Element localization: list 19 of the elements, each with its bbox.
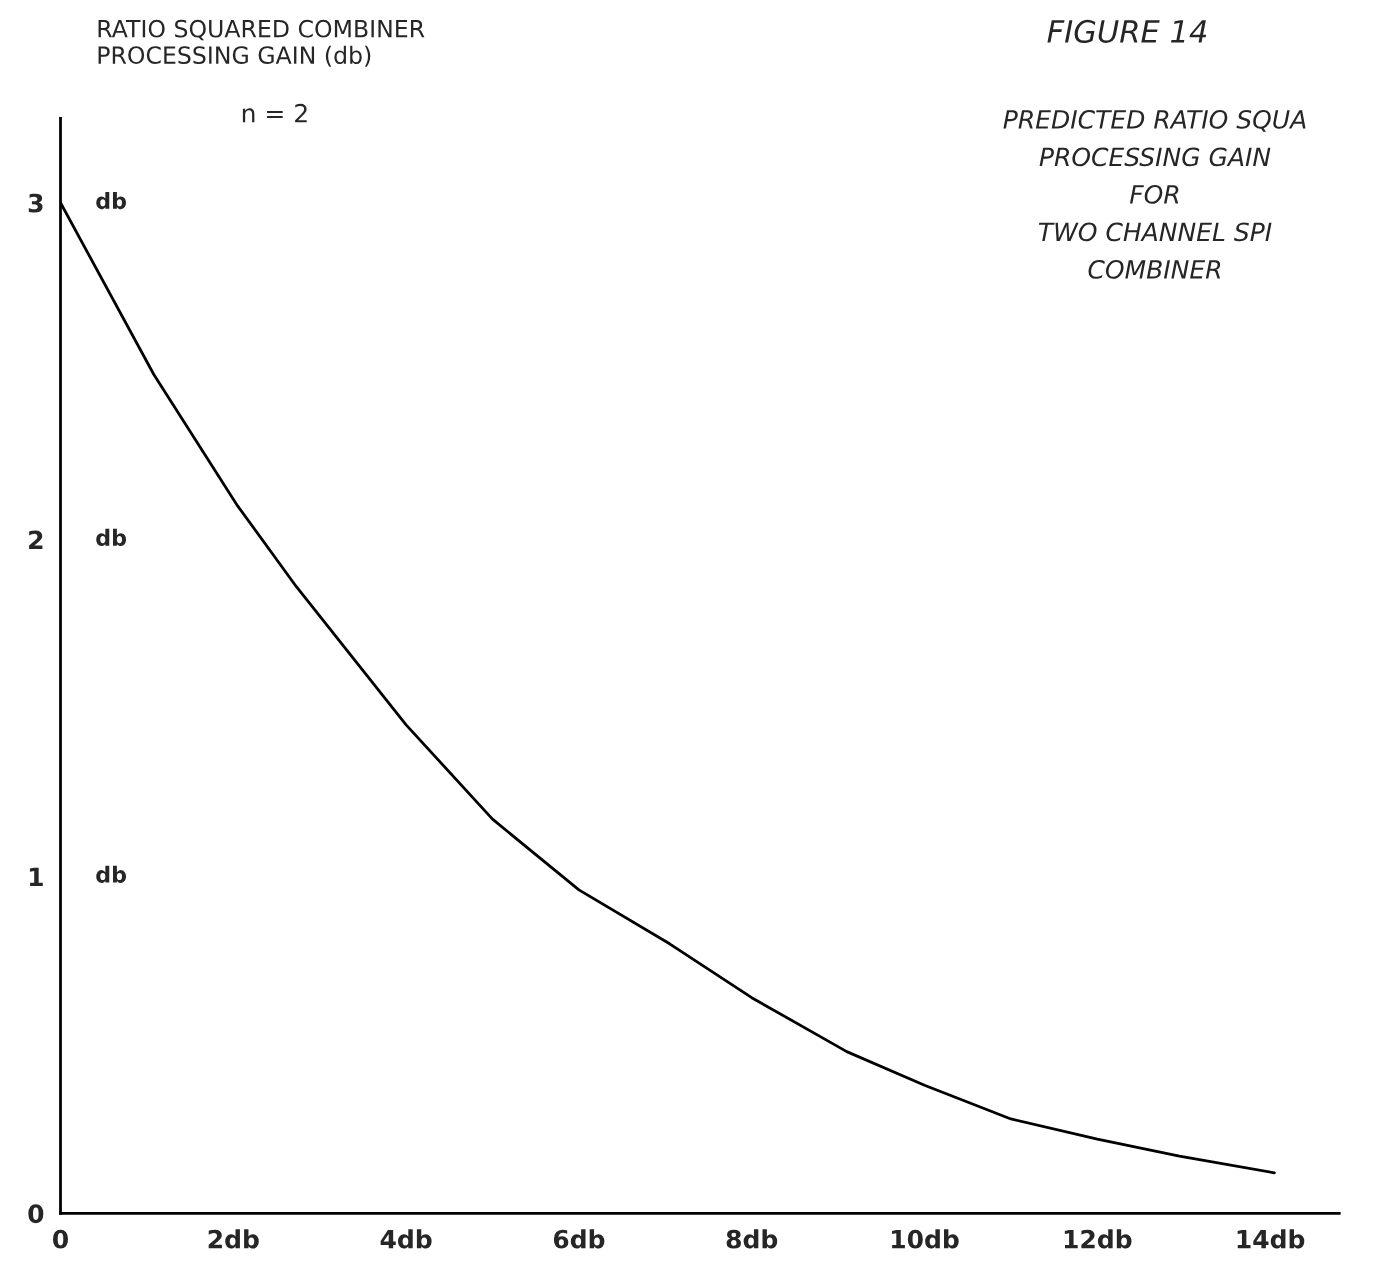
annotation: db (96, 528, 127, 547)
x-tick-label: 6db (553, 1229, 605, 1249)
x-tick-label: 14db (1237, 1229, 1305, 1249)
text: PREDICTED RATIO SQUA PROCESSING GAIN FOR TWO CHANNEL SPI COMBINER (1003, 109, 1306, 279)
chart-title: FIGURE 14 (1047, 19, 1207, 43)
x-tick-label: 10db (892, 1229, 959, 1249)
x-tick-label: 2db (208, 1229, 259, 1249)
y-tick-label: 0 (28, 1204, 44, 1224)
x-tick-label: 12db (1064, 1229, 1132, 1249)
annotation: n = 2 (242, 103, 307, 123)
y-tick-label: 3 (28, 193, 43, 213)
y-tick-label: 1 (29, 867, 43, 886)
y-tick-label: 2 (29, 530, 43, 550)
x-tick-label: 8db (726, 1229, 778, 1249)
y-axis-title: RATIO SQUARED COMBINER PROCESSING GAIN (db) (98, 19, 425, 67)
x-tick-label: 4db (380, 1229, 432, 1249)
annotation: db (96, 191, 127, 210)
x-tick-label: 0 (53, 1229, 68, 1249)
annotation: db (96, 865, 127, 883)
